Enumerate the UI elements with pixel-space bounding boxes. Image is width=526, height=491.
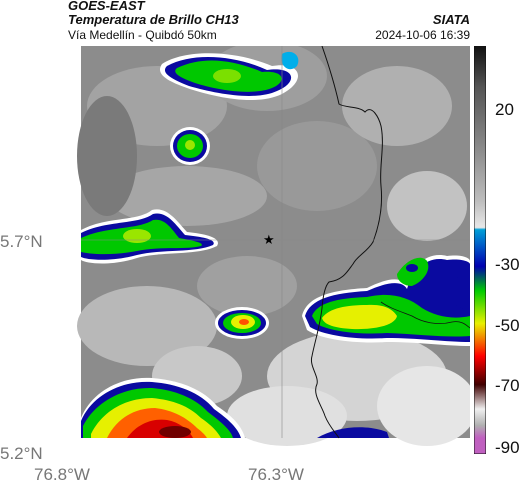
- coastline: [310, 46, 383, 439]
- colorbar-tick-label: -50: [495, 316, 520, 335]
- colorbar-tick-label: -70: [495, 376, 520, 395]
- product-title: Temperatura de Brillo CH13: [68, 12, 239, 27]
- colorbar-tick-label: -90: [495, 438, 520, 457]
- cold-cloud-edge-south-east: [317, 427, 389, 438]
- cold-cloud-top-center: [215, 307, 269, 339]
- satellite-map: ★: [67, 46, 470, 454]
- y-tick-label: 5.7°N: [0, 232, 43, 251]
- cold-cloud-top-west: [81, 209, 218, 264]
- city-star-marker: ★: [263, 232, 275, 247]
- x-tick-label: 76.3°W: [248, 465, 304, 484]
- cold-cloud-top-north: [159, 51, 299, 101]
- cold-cloud-top-south: [81, 377, 245, 438]
- agency-label: SIATA: [432, 12, 470, 27]
- colorbar-tick-label: -30: [495, 255, 520, 274]
- border-line: [380, 301, 470, 329]
- x-tick-label: 76.8°W: [34, 465, 90, 484]
- cold-cloud-top-east: [302, 255, 470, 346]
- colorbar-tick-label: 20: [495, 100, 514, 119]
- y-tick-label: 5.2°N: [0, 444, 43, 463]
- colorbar: [474, 46, 486, 454]
- cold-cloud-top-small: [170, 127, 210, 165]
- cloud-texture: [77, 46, 470, 446]
- timestamp-label: 2024-10-06 16:39: [375, 28, 470, 42]
- region-label: Vía Medellín - Quibdó 50km: [68, 28, 217, 42]
- satellite-label: GOES-EAST: [68, 0, 145, 13]
- header: GOES-EAST Temperatura de Brillo CH13 Vía…: [68, 0, 470, 46]
